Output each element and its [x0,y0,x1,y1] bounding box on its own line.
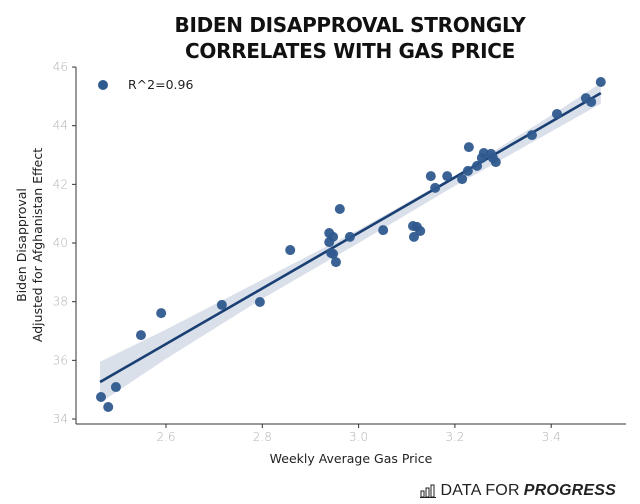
chart-title: BIDEN DISAPPROVAL STRONGLY CORRELATES WI… [120,12,580,64]
data-point [463,142,474,153]
brand-prefix: DATA FOR [440,482,520,499]
y-tick-label: 38 [53,295,68,309]
data-point [110,382,121,393]
branding: DATA FOR PROGRESS [420,482,616,500]
data-point [586,96,597,107]
data-point [415,225,426,236]
confidence-band-layer [100,83,601,403]
x-tick-label: 2.6 [156,430,175,444]
y-tick-label: 44 [53,119,68,133]
axes [75,67,626,425]
data-point [378,225,389,236]
data-point [285,245,296,256]
legend-marker [98,80,108,90]
data-point [156,308,167,319]
y-axis-label-line-1: Biden Disapproval [14,188,29,302]
confidence-band [100,83,601,403]
data-point [595,76,606,87]
x-tick-label: 2.8 [253,430,272,444]
data-point [457,174,468,185]
brand-emphasis: PROGRESS [523,482,616,499]
data-point [472,160,483,171]
legend-label: R^2=0.96 [128,77,193,92]
chart-title-line-1: BIDEN DISAPPROVAL STRONGLY [174,13,526,37]
data-point [430,182,441,193]
data-point [442,171,453,182]
data-point [95,392,106,403]
x-tick-label: 3.2 [445,430,464,444]
y-tick-label: 36 [53,353,68,367]
y-tick-label: 42 [53,177,68,191]
data-point [135,330,146,341]
chart-title-line-2: CORRELATES WITH GAS PRICE [185,39,515,63]
data-point [216,299,227,310]
bar-chart-icon [420,484,437,498]
x-ticks: 2.6 2.8 3.0 3.2 3.4 [156,424,561,444]
y-ticks: 34 36 38 40 42 44 46 [53,60,76,426]
data-point [344,231,355,242]
legend: R^2=0.96 [98,77,193,92]
data-point [462,165,473,176]
y-tick-label: 40 [53,236,68,250]
data-point [408,231,419,242]
x-tick-label: 3.4 [542,430,561,444]
data-point [254,296,265,307]
data-point [330,257,341,268]
data-point [328,248,339,259]
data-point [526,130,537,141]
data-points-layer [95,76,606,412]
x-tick-label: 3.0 [349,430,368,444]
data-point [103,401,114,412]
y-axis-label: Biden Disapproval Adjusted for Afghanist… [14,148,45,342]
y-axis-label-line-2: Adjusted for Afghanistan Effect [30,148,45,342]
y-tick-label: 34 [53,412,68,426]
y-tick-label: 46 [53,60,68,74]
x-axis-label: Weekly Average Gas Price [270,451,433,466]
data-point [551,108,562,119]
data-point [324,237,335,248]
data-point [334,203,345,214]
data-point [490,157,501,168]
data-point [425,171,436,182]
